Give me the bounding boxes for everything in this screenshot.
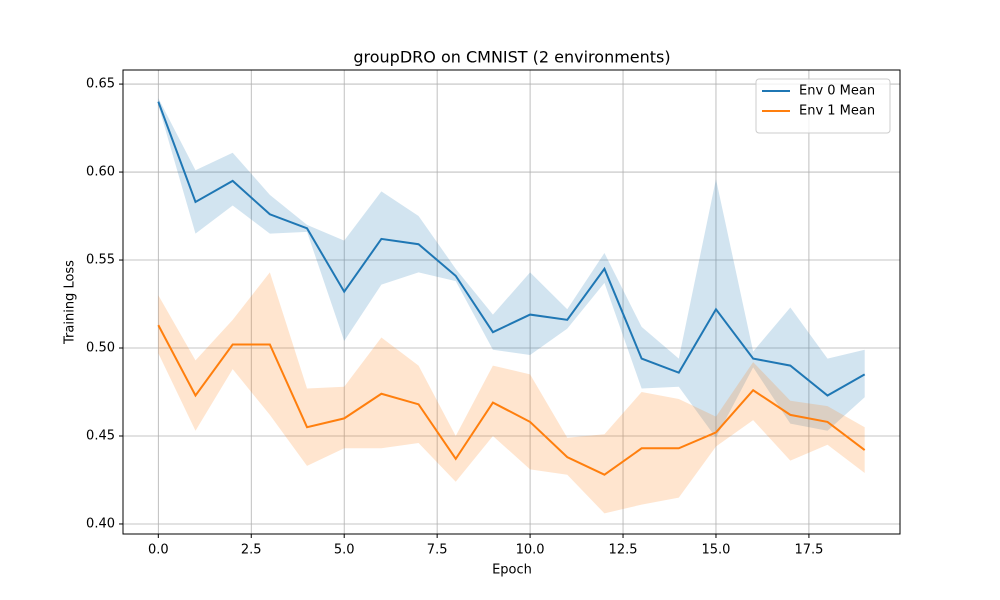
y-tick-label: 0.45	[86, 428, 115, 443]
x-tick-label: 15.0	[701, 543, 730, 558]
plot-frame	[122, 69, 901, 535]
y-tick-label: 0.40	[86, 516, 115, 531]
band	[158, 98, 865, 438]
line	[157, 101, 866, 397]
x-tick-label: 17.5	[794, 543, 823, 558]
legend-box	[755, 78, 891, 134]
y-axis-label: Training Loss	[63, 260, 78, 345]
x-tick-label: 0.0	[148, 543, 169, 558]
x-tick-label: 5.0	[334, 543, 355, 558]
y-tick-label: 0.60	[86, 165, 115, 180]
legend-label: Env 1 Mean	[799, 104, 875, 119]
x-tick-label: 7.5	[427, 543, 448, 558]
x-tick-label: 2.5	[241, 543, 262, 558]
legend-label: Env 0 Mean	[799, 84, 875, 99]
y-tick-label: 0.55	[86, 253, 115, 268]
y-tick-label: 0.50	[86, 341, 115, 356]
band	[158, 272, 865, 514]
line	[157, 324, 866, 476]
y-tick-label: 0.65	[86, 77, 115, 92]
x-tick-label: 12.5	[609, 543, 638, 558]
x-tick-label: 10.0	[516, 543, 545, 558]
x-axis-label: Epoch	[492, 563, 532, 578]
chart-title: groupDRO on CMNIST (2 environments)	[353, 48, 670, 67]
